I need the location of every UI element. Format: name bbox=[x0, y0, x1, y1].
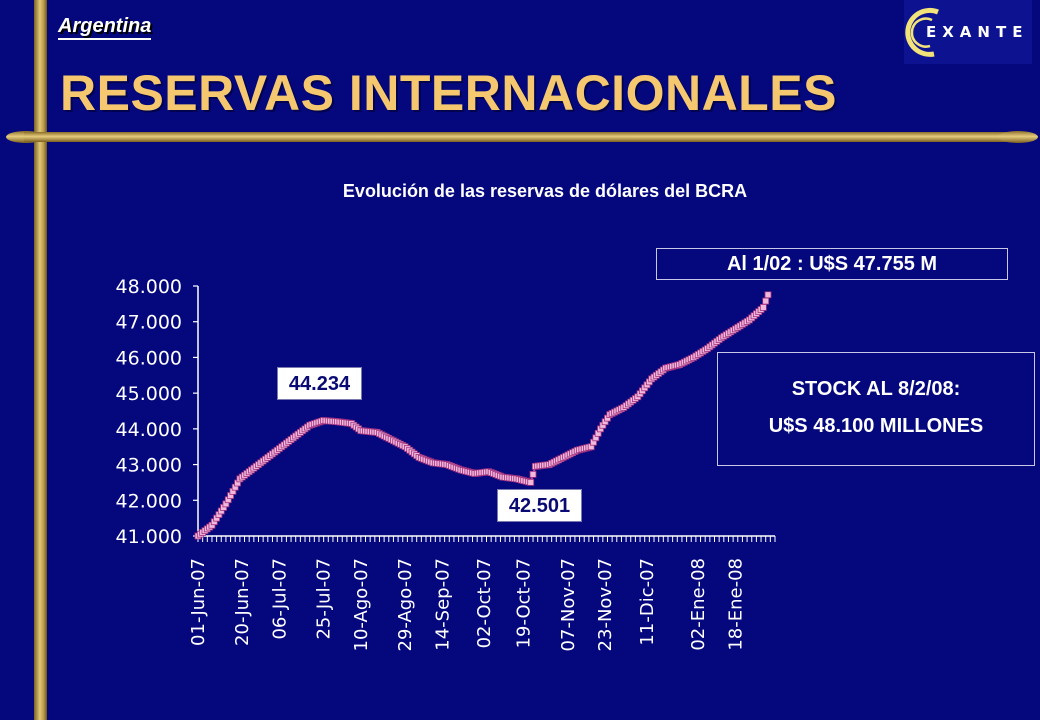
x-tick-label: 23-Nov-07 bbox=[595, 558, 616, 651]
stock-callout-box: STOCK AL 8/2/08: U$S 48.100 MILLONES bbox=[717, 352, 1035, 466]
series-line bbox=[197, 294, 769, 537]
y-tick-label: 48.000 bbox=[116, 276, 182, 298]
data-point bbox=[759, 304, 767, 311]
logo-letters: EXANTE bbox=[926, 23, 1029, 41]
x-tick-label: 02-Oct-07 bbox=[474, 558, 495, 648]
y-tick-label: 43.000 bbox=[116, 455, 182, 477]
x-tick-label: 02-Ene-08 bbox=[688, 558, 709, 651]
y-tick-label: 41.000 bbox=[116, 526, 182, 548]
x-tick-label: 14-Sep-07 bbox=[432, 558, 453, 651]
company-logo bbox=[904, 0, 1032, 64]
chart-title: Evolución de las reservas de dólares del… bbox=[342, 181, 748, 201]
x-tick-label: 29-Ago-07 bbox=[395, 558, 416, 652]
x-tick-label: 19-Oct-07 bbox=[514, 558, 535, 648]
stock-amount-line: U$S 48.100 MILLONES bbox=[768, 415, 984, 437]
region-label: Argentina bbox=[58, 14, 152, 40]
x-tick-label: 11-Dic-07 bbox=[637, 558, 658, 646]
slide-title: RESERVAS INTERNACIONALES bbox=[60, 65, 837, 121]
trough-value-label: 42.501 bbox=[497, 489, 582, 522]
y-tick-label: 45.000 bbox=[116, 383, 182, 405]
gold-horizontal-bar bbox=[6, 131, 1038, 143]
stock-date-line: STOCK AL 8/2/08: bbox=[791, 378, 961, 400]
peak-value-label: 44.234 bbox=[277, 367, 362, 400]
gold-vertical-bar bbox=[34, 0, 47, 720]
x-tick-label: 10-Ago-07 bbox=[351, 558, 372, 652]
data-point bbox=[762, 297, 770, 305]
x-tick-label: 07-Nov-07 bbox=[558, 558, 579, 651]
y-tick-label: 47.000 bbox=[116, 312, 182, 334]
y-tick-label: 42.000 bbox=[116, 490, 182, 512]
data-point bbox=[764, 291, 772, 299]
x-tick-label: 25-Jul-07 bbox=[314, 558, 335, 640]
latest-value-callout: Al 1/02 : U$S 47.755 M bbox=[656, 248, 1008, 280]
y-tick-label: 46.000 bbox=[116, 347, 182, 369]
y-tick-label: 44.000 bbox=[116, 419, 182, 441]
x-tick-label: 20-Jun-07 bbox=[232, 558, 253, 646]
x-tick-label: 06-Jul-07 bbox=[269, 558, 290, 640]
x-tick-label: 18-Ene-08 bbox=[725, 558, 746, 651]
logo-swoosh-icon bbox=[905, 7, 939, 57]
data-point bbox=[527, 478, 535, 486]
data-point bbox=[529, 470, 537, 478]
x-tick-label: 01-Jun-07 bbox=[188, 558, 209, 646]
